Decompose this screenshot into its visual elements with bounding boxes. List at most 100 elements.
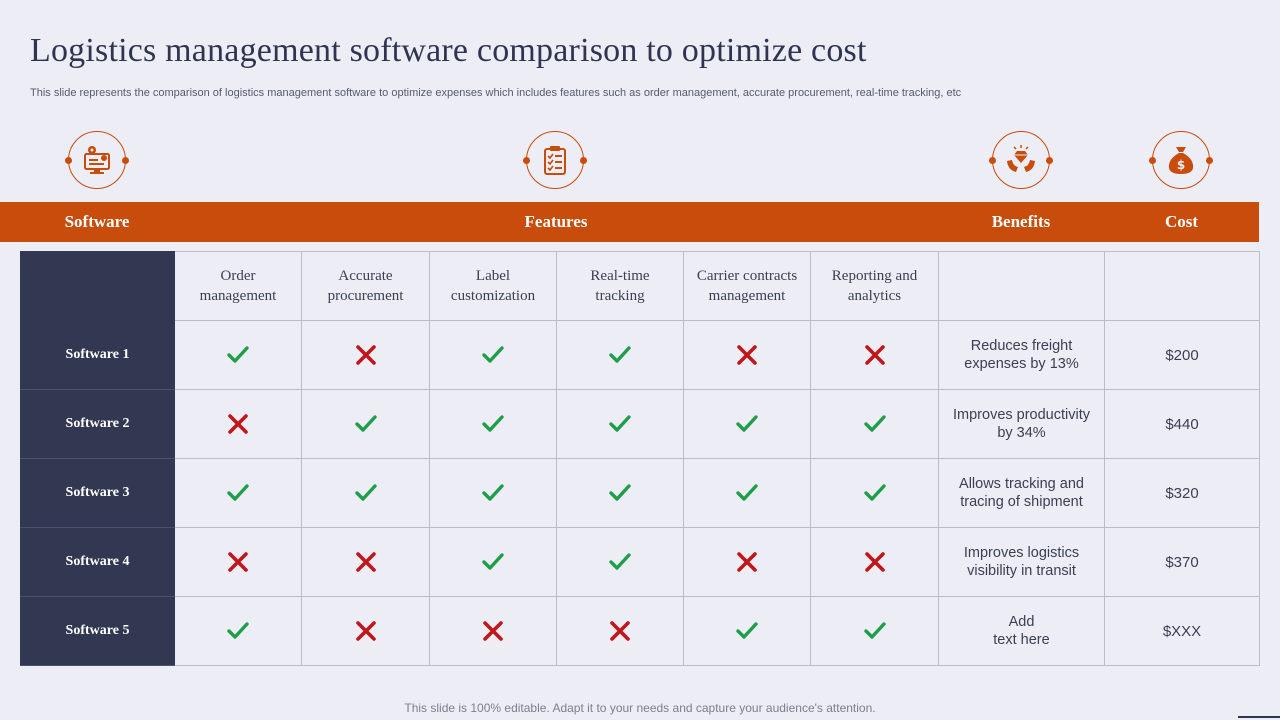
benefit-cell: Add text here bbox=[938, 596, 1105, 666]
check-icon bbox=[609, 346, 631, 363]
check-icon bbox=[227, 622, 249, 639]
feature-cell bbox=[429, 527, 557, 597]
benefits-badge bbox=[989, 131, 1053, 189]
benefit-col-header bbox=[938, 251, 1105, 321]
feature-cell bbox=[174, 596, 302, 666]
cost-cell: $440 bbox=[1104, 389, 1260, 459]
cross-icon bbox=[355, 552, 376, 572]
feature-cell bbox=[683, 596, 811, 666]
check-icon bbox=[354, 484, 377, 501]
feature-cell bbox=[683, 320, 811, 390]
feature-cell bbox=[429, 320, 557, 390]
check-icon bbox=[482, 346, 504, 363]
check-icon bbox=[863, 484, 886, 501]
feature-header-row: Order management Accurate procurement La… bbox=[20, 251, 1260, 321]
money-bag-icon: $ bbox=[1168, 147, 1194, 174]
benefit-cell: Reduces freight expenses by 13% bbox=[938, 320, 1105, 390]
benefit-cell: Improves logistics visibility in transit bbox=[938, 527, 1105, 597]
clipboard-checklist-icon bbox=[544, 146, 566, 175]
cross-icon bbox=[864, 552, 885, 572]
check-icon bbox=[863, 415, 886, 432]
header-features: Features bbox=[524, 212, 588, 231]
software-name: Software 3 bbox=[20, 458, 175, 528]
feature-cell bbox=[301, 458, 430, 528]
cross-icon bbox=[228, 552, 248, 572]
feature-cell bbox=[301, 596, 430, 666]
cross-icon bbox=[483, 621, 503, 641]
cost-badge: $ bbox=[1149, 131, 1213, 189]
feature-cell bbox=[683, 527, 811, 597]
feature-cell bbox=[429, 596, 557, 666]
feature-col-order-management: Order management bbox=[174, 251, 302, 321]
table-row: Software 3 Allows tracking and tracing of… bbox=[20, 458, 1260, 528]
feature-label: Real-time tracking bbox=[590, 268, 650, 304]
check-icon bbox=[736, 415, 758, 432]
check-icon bbox=[482, 553, 504, 570]
cross-icon bbox=[737, 552, 757, 572]
cross-icon bbox=[228, 414, 248, 434]
feature-cell bbox=[683, 458, 811, 528]
feature-cell bbox=[429, 458, 557, 528]
feature-cell bbox=[810, 458, 939, 528]
cross-icon bbox=[610, 621, 630, 641]
cost-col-header bbox=[1104, 251, 1260, 321]
check-icon bbox=[482, 415, 504, 432]
feature-cell bbox=[810, 389, 939, 459]
benefit-cell: Allows tracking and tracing of shipment bbox=[938, 458, 1105, 528]
feature-cell bbox=[556, 389, 684, 459]
feature-cell bbox=[556, 527, 684, 597]
check-icon bbox=[736, 484, 758, 501]
cost-cell: $320 bbox=[1104, 458, 1260, 528]
cost-cell: $XXX bbox=[1104, 596, 1260, 666]
check-icon bbox=[736, 622, 758, 639]
feature-cell bbox=[556, 596, 684, 666]
cost-cell: $370 bbox=[1104, 527, 1260, 597]
check-icon bbox=[482, 484, 504, 501]
cross-icon bbox=[355, 621, 376, 641]
feature-cell bbox=[174, 458, 302, 528]
feature-label: Carrier contracts management bbox=[696, 268, 798, 304]
feature-col-accurate-procurement: Accurate procurement bbox=[301, 251, 430, 321]
software-name: Software 1 bbox=[20, 320, 175, 390]
software-badge bbox=[65, 131, 129, 189]
feature-cell bbox=[556, 458, 684, 528]
feature-cell bbox=[301, 527, 430, 597]
monitor-gear-icon bbox=[84, 146, 110, 174]
footer-note: This slide is 100% editable. Adapt it to… bbox=[404, 701, 876, 715]
header-cost: Cost bbox=[1164, 212, 1199, 231]
check-icon bbox=[609, 484, 631, 501]
table-row: Software 5 Add text here $XXX bbox=[20, 596, 1260, 666]
table-row: Software 4 Improves logistics visibility … bbox=[20, 527, 1260, 597]
feature-cell bbox=[683, 389, 811, 459]
feature-label: Reporting and analytics bbox=[831, 268, 918, 304]
feature-cell bbox=[810, 320, 939, 390]
cost-cell: $200 bbox=[1104, 320, 1260, 390]
svg-text:$: $ bbox=[1177, 158, 1185, 172]
software-name: Software 2 bbox=[20, 389, 175, 459]
feature-col-label-customization: Label customization bbox=[429, 251, 557, 321]
feature-col-real-time-tracking: Real-time tracking bbox=[556, 251, 684, 321]
feature-cell bbox=[556, 320, 684, 390]
page-title: Logistics management software comparison… bbox=[30, 32, 867, 69]
feature-cell bbox=[810, 596, 939, 666]
check-icon bbox=[354, 415, 377, 432]
software-name: Software 4 bbox=[20, 527, 175, 597]
header-benefits: Benefits bbox=[991, 212, 1051, 231]
feature-cell bbox=[301, 320, 430, 390]
corner-cell bbox=[20, 251, 175, 321]
hands-diamond-icon bbox=[1007, 145, 1035, 172]
software-name: Software 5 bbox=[20, 596, 175, 666]
features-badge bbox=[523, 131, 587, 189]
check-icon bbox=[227, 484, 249, 501]
corner-accent-line bbox=[1238, 716, 1280, 718]
feature-col-carrier-contracts: Carrier contracts management bbox=[683, 251, 811, 321]
feature-cell bbox=[301, 389, 430, 459]
cross-icon bbox=[355, 345, 376, 365]
check-icon bbox=[609, 415, 631, 432]
page-subtitle: This slide represents the comparison of … bbox=[30, 87, 962, 99]
feature-label: Order management bbox=[199, 268, 277, 304]
feature-cell bbox=[174, 527, 302, 597]
table-row: Software 2 Improves productivity by 34% $4… bbox=[20, 389, 1260, 459]
header-software: Software bbox=[64, 212, 130, 231]
table-row: Software 1 Reduces freight expenses by 13… bbox=[20, 320, 1260, 390]
